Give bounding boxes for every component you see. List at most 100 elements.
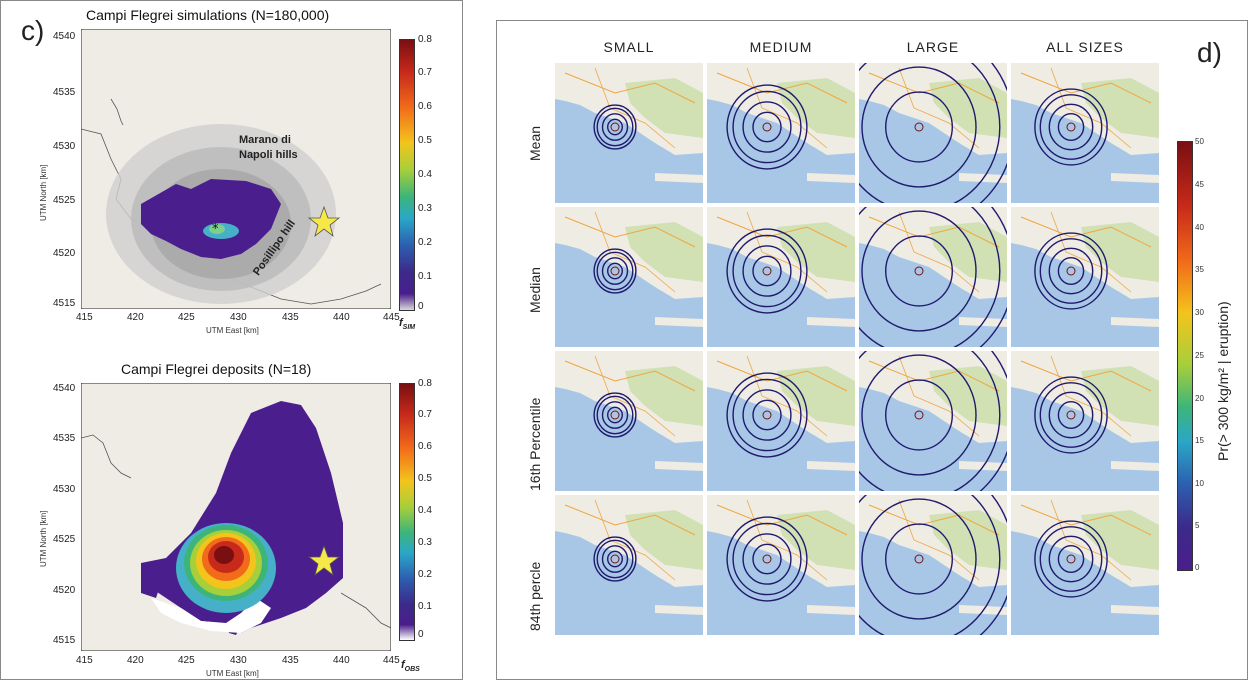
bottom-xtick-2: 425	[178, 655, 195, 666]
top-ytick-0: 4540	[53, 31, 76, 42]
top-cbtick-3: 0.5	[418, 135, 432, 146]
bottom-cbtick-6: 0.2	[418, 569, 432, 580]
map-all-sizes-3	[1011, 495, 1159, 635]
bottom-ytick-2: 4530	[53, 484, 76, 495]
row-head-16th: 16th Percentile	[527, 397, 543, 491]
top-cbtick-5: 0.3	[418, 203, 432, 214]
map-all-sizes-2	[1011, 351, 1159, 491]
top-cbtick-1: 0.7	[418, 67, 432, 78]
map-medium-1	[707, 207, 855, 347]
map-grid	[555, 63, 1163, 643]
top-colorbar	[399, 39, 415, 311]
map-all-sizes-1	[1011, 207, 1159, 347]
panel-c-letter: c)	[21, 15, 45, 46]
bottom-xtick-4: 435	[282, 655, 299, 666]
bottom-xtick-3: 430	[230, 655, 247, 666]
col-head-all-sizes: ALL SIZES	[1046, 39, 1124, 55]
bottom-xtick-6: 445	[383, 655, 400, 666]
map-small-3	[555, 495, 703, 635]
panel-d-letter: d)	[1197, 37, 1222, 68]
svg-text:*: *	[212, 222, 219, 237]
bottom-ytick-5: 4515	[53, 635, 76, 646]
top-ytick-3: 4525	[53, 195, 76, 206]
bottom-colorbar-label: fOBS	[401, 659, 420, 674]
panel-d: d) SMALL MEDIUM LARGE ALL SIZES Mean Med…	[496, 20, 1248, 680]
top-ytick-2: 4530	[53, 141, 76, 152]
risk-cbtick-2: 40	[1195, 223, 1204, 232]
panel-c: c) Campi Flegrei simulations (N=180,000)…	[0, 0, 463, 680]
map-large-3	[859, 495, 1007, 635]
risk-colorbar-label: Pr(> 300 kg/m² | eruption)	[1215, 301, 1231, 461]
bottom-cbtick-3: 0.5	[418, 473, 432, 484]
top-xtick-2: 425	[178, 312, 195, 323]
risk-cbtick-7: 15	[1195, 436, 1204, 445]
bottom-cbtick-0: 0.8	[418, 378, 432, 389]
bottom-x-label: UTM East [km]	[206, 669, 259, 678]
map-all-sizes-0	[1011, 63, 1159, 203]
anno-napoli: Napoli hills	[239, 149, 298, 161]
risk-cbtick-8: 10	[1195, 479, 1204, 488]
risk-colorbar	[1177, 141, 1193, 571]
risk-cbtick-0: 50	[1195, 137, 1204, 146]
risk-cbtick-10: 0	[1195, 563, 1200, 572]
row-head-mean: Mean	[527, 125, 543, 161]
bottom-cbtick-1: 0.7	[418, 409, 432, 420]
bottom-ytick-0: 4540	[53, 383, 76, 394]
top-ytick-5: 4515	[53, 298, 76, 309]
top-cbtick-2: 0.6	[418, 101, 432, 112]
bottom-xtick-1: 420	[127, 655, 144, 666]
bottom-plot-map	[81, 383, 391, 651]
top-xtick-5: 440	[333, 312, 350, 323]
row-head-84th: 84th percle	[527, 561, 543, 631]
top-plot-map: *	[81, 29, 391, 309]
top-cbtick-4: 0.4	[418, 169, 432, 180]
map-small-1	[555, 207, 703, 347]
map-large-1	[859, 207, 1007, 347]
top-ytick-1: 4535	[53, 87, 76, 98]
bottom-cbtick-4: 0.4	[418, 505, 432, 516]
map-medium-2	[707, 351, 855, 491]
top-xtick-6: 445	[383, 312, 400, 323]
map-medium-0	[707, 63, 855, 203]
map-medium-3	[707, 495, 855, 635]
bottom-ytick-1: 4535	[53, 433, 76, 444]
bottom-xtick-5: 440	[333, 655, 350, 666]
bottom-xtick-0: 415	[76, 655, 93, 666]
top-cbtick-7: 0.1	[418, 271, 432, 282]
top-xtick-3: 430	[230, 312, 247, 323]
top-x-label: UTM East [km]	[206, 326, 259, 335]
top-cbtick-8: 0	[418, 301, 424, 312]
top-y-label: UTM North [km]	[39, 164, 48, 221]
top-colorbar-label: fSIM	[399, 317, 416, 332]
bottom-cbtick-7: 0.1	[418, 601, 432, 612]
risk-cbtick-5: 25	[1195, 351, 1204, 360]
bottom-plot-title: Campi Flegrei deposits (N=18)	[121, 361, 312, 377]
risk-cbtick-1: 45	[1195, 180, 1204, 189]
bottom-cbtick-2: 0.6	[418, 441, 432, 452]
bottom-y-label: UTM North [km]	[39, 510, 48, 567]
anno-marano: Marano di	[239, 134, 291, 146]
bottom-cbtick-5: 0.3	[418, 537, 432, 548]
row-head-median: Median	[527, 267, 543, 313]
top-cbtick-0: 0.8	[418, 34, 432, 45]
top-ytick-4: 4520	[53, 248, 76, 259]
col-head-small: SMALL	[603, 39, 655, 55]
top-xtick-1: 420	[127, 312, 144, 323]
bottom-ytick-4: 4520	[53, 585, 76, 596]
col-head-large: LARGE	[906, 39, 960, 55]
bottom-colorbar	[399, 383, 415, 641]
map-large-2	[859, 351, 1007, 491]
bottom-ytick-3: 4525	[53, 534, 76, 545]
top-plot-title: Campi Flegrei simulations (N=180,000)	[86, 7, 330, 23]
map-small-0	[555, 63, 703, 203]
risk-cbtick-3: 35	[1195, 265, 1204, 274]
bottom-cbtick-8: 0	[418, 629, 424, 640]
risk-cbtick-9: 5	[1195, 521, 1200, 530]
map-small-2	[555, 351, 703, 491]
col-head-medium: MEDIUM	[749, 39, 813, 55]
top-xtick-0: 415	[76, 312, 93, 323]
risk-cbtick-6: 20	[1195, 394, 1204, 403]
top-cbtick-6: 0.2	[418, 237, 432, 248]
risk-cbtick-4: 30	[1195, 308, 1204, 317]
map-large-0	[859, 63, 1007, 203]
